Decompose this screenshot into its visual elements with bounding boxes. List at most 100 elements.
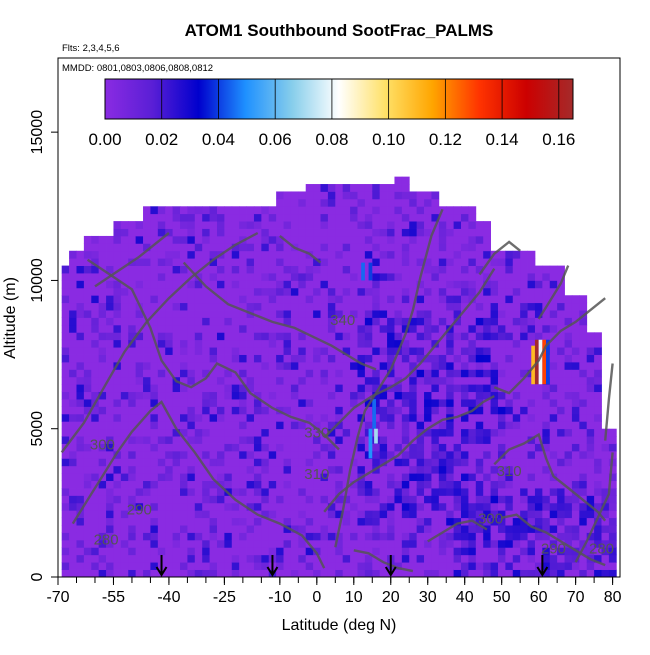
heatmap-cell: [527, 287, 536, 296]
heatmap-cell: [61, 495, 70, 504]
heatmap-cell: [594, 347, 602, 355]
heatmap-cell: [69, 258, 77, 266]
heatmap-cell: [261, 502, 270, 511]
heatmap-cell: [394, 369, 403, 378]
heatmap-cell: [453, 376, 462, 385]
heatmap-cell: [350, 243, 358, 252]
heatmap-cell: [475, 525, 484, 533]
heatmap-cell: [372, 458, 381, 467]
heatmap-cell: [527, 295, 536, 304]
heatmap-cell: [216, 488, 225, 496]
heatmap-cell: [342, 510, 351, 519]
heatmap-cell: [246, 354, 255, 363]
heatmap-cell: [416, 443, 425, 452]
heatmap-cell: [468, 488, 477, 496]
heatmap-cell: [342, 458, 351, 467]
heatmap-cell: [202, 384, 210, 393]
heatmap-cell: [246, 347, 255, 355]
heatmap-cell: [83, 317, 92, 326]
heatmap-cell: [387, 502, 395, 511]
heatmap-cell: [91, 310, 100, 318]
heatmap-cell: [379, 510, 388, 519]
heatmap-cell: [490, 287, 499, 296]
heatmap-cell: [216, 421, 225, 430]
heatmap-cell: [342, 280, 351, 289]
heatmap-cell: [497, 421, 506, 430]
heatmap-cell: [128, 473, 137, 482]
heatmap-cell: [512, 547, 521, 556]
heatmap-cell: [468, 480, 477, 489]
heatmap-cell: [305, 443, 314, 452]
heatmap-cell: [483, 228, 491, 237]
heatmap-cell: [542, 569, 551, 578]
heatmap-cell: [372, 539, 381, 548]
heatmap-cell: [128, 554, 137, 563]
heatmap-cell: [180, 539, 188, 548]
heatmap-cell: [564, 488, 573, 496]
heatmap-cell: [416, 280, 425, 289]
heatmap-cell: [394, 480, 403, 489]
heatmap-cell: [542, 510, 551, 519]
heatmap-cell: [69, 376, 77, 385]
heatmap-cell: [305, 295, 314, 304]
heatmap-cell: [305, 517, 314, 526]
heatmap-cell: [401, 391, 410, 400]
heatmap-cell: [83, 339, 92, 348]
heatmap-cell: [261, 421, 270, 430]
heatmap-cell: [194, 347, 203, 355]
heatmap-cell: [276, 391, 284, 400]
contour-line: [501, 513, 606, 567]
heatmap-cell: [534, 399, 543, 407]
heatmap-cell: [379, 473, 388, 482]
heatmap-cell: [424, 517, 432, 526]
heatmap-cell: [557, 554, 565, 563]
heatmap-cell: [305, 243, 314, 252]
heatmap-cell: [327, 562, 336, 570]
heatmap-cell: [557, 287, 565, 296]
heatmap-cell: [357, 391, 366, 400]
heatmap-cell: [224, 517, 233, 526]
heatmap-cell: [357, 198, 366, 207]
heatmap-cell: [91, 488, 100, 496]
heatmap-cell: [342, 228, 351, 237]
heatmap-cell: [357, 191, 366, 200]
heatmap-cell: [557, 428, 565, 437]
heatmap-cell: [401, 421, 410, 430]
heatmap-cell: [468, 465, 477, 474]
heatmap-cell: [239, 443, 247, 452]
heatmap-cell: [601, 458, 610, 467]
heatmap-cell: [505, 317, 514, 326]
heatmap-cell: [268, 428, 277, 437]
heatmap-cell: [490, 421, 499, 430]
heatmap-cell: [379, 569, 388, 578]
heatmap-cell: [209, 228, 218, 237]
heatmap-cell: [239, 243, 247, 252]
heatmap-cell: [505, 406, 514, 415]
heatmap-cell: [187, 391, 196, 400]
heatmap-cell: [364, 347, 373, 355]
heatmap-cell: [305, 213, 314, 222]
heatmap-cell: [505, 376, 514, 385]
heatmap-cell: [394, 532, 403, 541]
heatmap-cell: [143, 517, 151, 526]
heatmap-cell: [298, 273, 307, 281]
x-tick-label: 40: [456, 589, 474, 606]
heatmap-cell: [180, 258, 188, 266]
heatmap-cell: [461, 339, 469, 348]
heatmap-cell: [83, 525, 92, 533]
heatmap-cell: [290, 458, 299, 467]
heatmap-cell: [113, 406, 122, 415]
heatmap-cell: [283, 436, 292, 444]
heatmap-cell: [401, 562, 410, 570]
heatmap-cell: [261, 250, 270, 259]
heatmap-cell: [157, 339, 166, 348]
heatmap-cell: [106, 347, 114, 355]
heatmap-cell: [409, 369, 418, 378]
heatmap-cell: [594, 406, 602, 415]
heatmap-cell: [320, 324, 329, 333]
heatmap-cell: [446, 384, 455, 393]
heatmap-cell: [350, 324, 358, 333]
heatmap-cell: [172, 525, 181, 533]
heatmap-cell: [342, 391, 351, 400]
heatmap-cell: [520, 443, 528, 452]
